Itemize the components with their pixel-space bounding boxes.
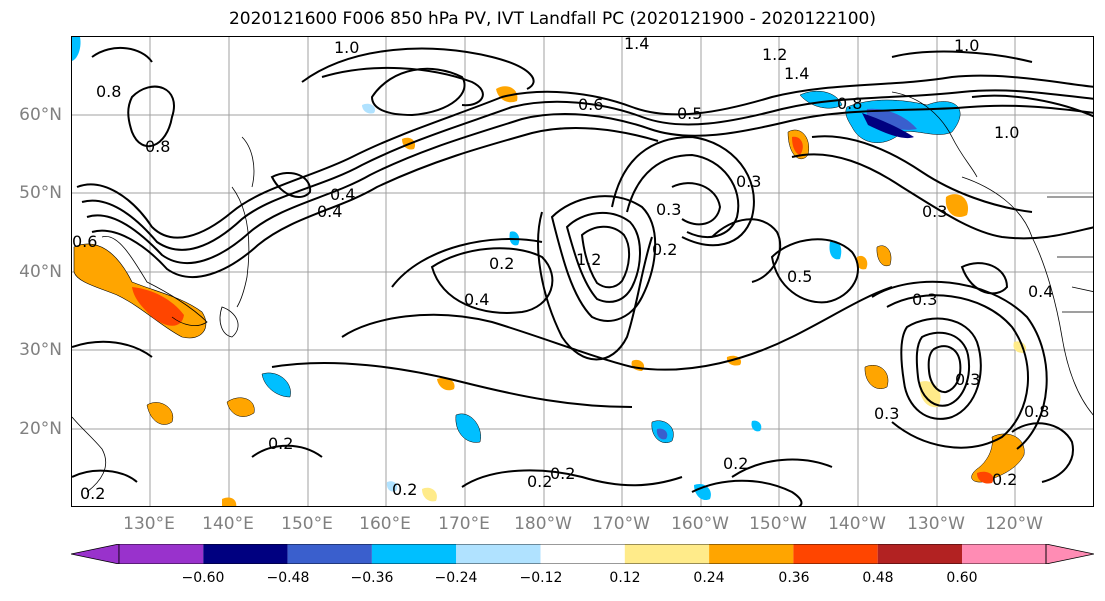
colorbar-segment <box>793 544 878 564</box>
lon-label-150e: 150°E <box>281 514 333 534</box>
lon-label-130w: 130°W <box>907 514 965 534</box>
colorbar <box>71 544 1094 564</box>
svg-text:1.0: 1.0 <box>334 38 359 57</box>
svg-text:0.8: 0.8 <box>837 94 862 113</box>
svg-text:0.8: 0.8 <box>1024 402 1049 421</box>
lat-label-40n: 40°N <box>19 262 62 282</box>
lon-label-160e: 160°E <box>359 514 411 534</box>
svg-text:1.4: 1.4 <box>624 37 649 53</box>
svg-text:0.6: 0.6 <box>578 95 603 114</box>
coastlines <box>72 91 1093 493</box>
svg-text:1.4: 1.4 <box>784 64 809 83</box>
lon-label-170w: 170°W <box>592 514 650 534</box>
svg-text:0.2: 0.2 <box>80 484 105 503</box>
svg-text:0.2: 0.2 <box>392 480 417 499</box>
svg-text:0.6: 0.6 <box>72 232 97 251</box>
svg-text:0.3: 0.3 <box>922 202 947 221</box>
lat-label-20n: 20°N <box>19 419 62 439</box>
colorbar-segment <box>371 544 457 564</box>
svg-text:0.8: 0.8 <box>145 137 170 156</box>
colorbar-tick: −0.36 <box>350 570 394 586</box>
colorbar-tick: 0.12 <box>609 570 641 586</box>
colorbar-tick: −0.24 <box>434 570 478 586</box>
svg-text:1.0: 1.0 <box>954 37 979 55</box>
svg-text:0.2: 0.2 <box>723 454 748 473</box>
svg-text:0.4: 0.4 <box>330 185 355 204</box>
svg-text:0.3: 0.3 <box>736 172 761 191</box>
lat-label-60n: 60°N <box>19 105 62 125</box>
contour-labels: 1.0 1.4 1.2 1.4 1.0 0.8 1.0 0.8 0.6 0.5 … <box>72 37 1053 503</box>
svg-text:0.5: 0.5 <box>677 104 702 123</box>
colorbar-tick: 0.48 <box>862 570 894 586</box>
colorbar-segment <box>456 544 541 564</box>
lat-label-50n: 50°N <box>19 183 62 203</box>
lon-label-130e: 130°E <box>123 514 175 534</box>
colorbar-segment <box>709 544 794 564</box>
pv-contours <box>72 46 1093 506</box>
map-title: 2020121600 F006 850 hPa PV, IVT Landfall… <box>228 9 876 29</box>
colorbar-segment <box>119 544 204 564</box>
lon-label-180w: 180°W <box>514 514 572 534</box>
svg-text:0.3: 0.3 <box>955 370 980 389</box>
colorbar-extend-high <box>1045 544 1094 564</box>
colorbar-segment <box>962 544 1046 564</box>
colorbar-tick: −0.60 <box>181 570 225 586</box>
svg-text:0.3: 0.3 <box>656 200 681 219</box>
svg-text:0.2: 0.2 <box>268 434 293 453</box>
svg-text:0.2: 0.2 <box>527 472 552 491</box>
colorbar-tick: 0.36 <box>778 570 810 586</box>
colorbar-segment <box>540 544 625 564</box>
svg-text:0.8: 0.8 <box>96 82 121 101</box>
svg-text:0.4: 0.4 <box>317 202 342 221</box>
lon-label-140w: 140°W <box>828 514 886 534</box>
svg-text:0.2: 0.2 <box>489 254 514 273</box>
svg-text:1.2: 1.2 <box>576 250 601 269</box>
colorbar-tick: 0.24 <box>693 570 725 586</box>
map-panel[interactable]: 1.0 1.4 1.2 1.4 1.0 0.8 1.0 0.8 0.6 0.5 … <box>71 36 1094 507</box>
colorbar-extend-low <box>71 544 120 564</box>
svg-text:0.5: 0.5 <box>787 267 812 286</box>
svg-text:0.4: 0.4 <box>464 290 489 309</box>
colorbar-tick: 0.60 <box>946 570 978 586</box>
lon-label-120w: 120°W <box>985 514 1043 534</box>
map-canvas: 1.0 1.4 1.2 1.4 1.0 0.8 1.0 0.8 0.6 0.5 … <box>72 37 1093 506</box>
colorbar-segment <box>203 544 288 564</box>
colorbar-segment <box>877 544 962 564</box>
lon-label-150w: 150°W <box>749 514 807 534</box>
lon-label-160w: 160°W <box>671 514 729 534</box>
colorbar-segment <box>624 544 710 564</box>
svg-text:0.2: 0.2 <box>652 240 677 259</box>
lon-label-140e: 140°E <box>202 514 254 534</box>
svg-text:0.2: 0.2 <box>550 464 575 483</box>
svg-text:1.0: 1.0 <box>994 123 1019 142</box>
colorbar-segment <box>287 544 372 564</box>
svg-text:0.4: 0.4 <box>1028 282 1053 301</box>
colorbar-tick: −0.48 <box>266 570 310 586</box>
colorbar-tick: −0.12 <box>519 570 563 586</box>
svg-text:0.3: 0.3 <box>912 290 937 309</box>
lon-label-170e: 170°E <box>438 514 490 534</box>
svg-text:0.2: 0.2 <box>992 470 1017 489</box>
svg-text:0.3: 0.3 <box>874 404 899 423</box>
svg-text:1.2: 1.2 <box>762 45 787 64</box>
lat-label-30n: 30°N <box>19 340 62 360</box>
